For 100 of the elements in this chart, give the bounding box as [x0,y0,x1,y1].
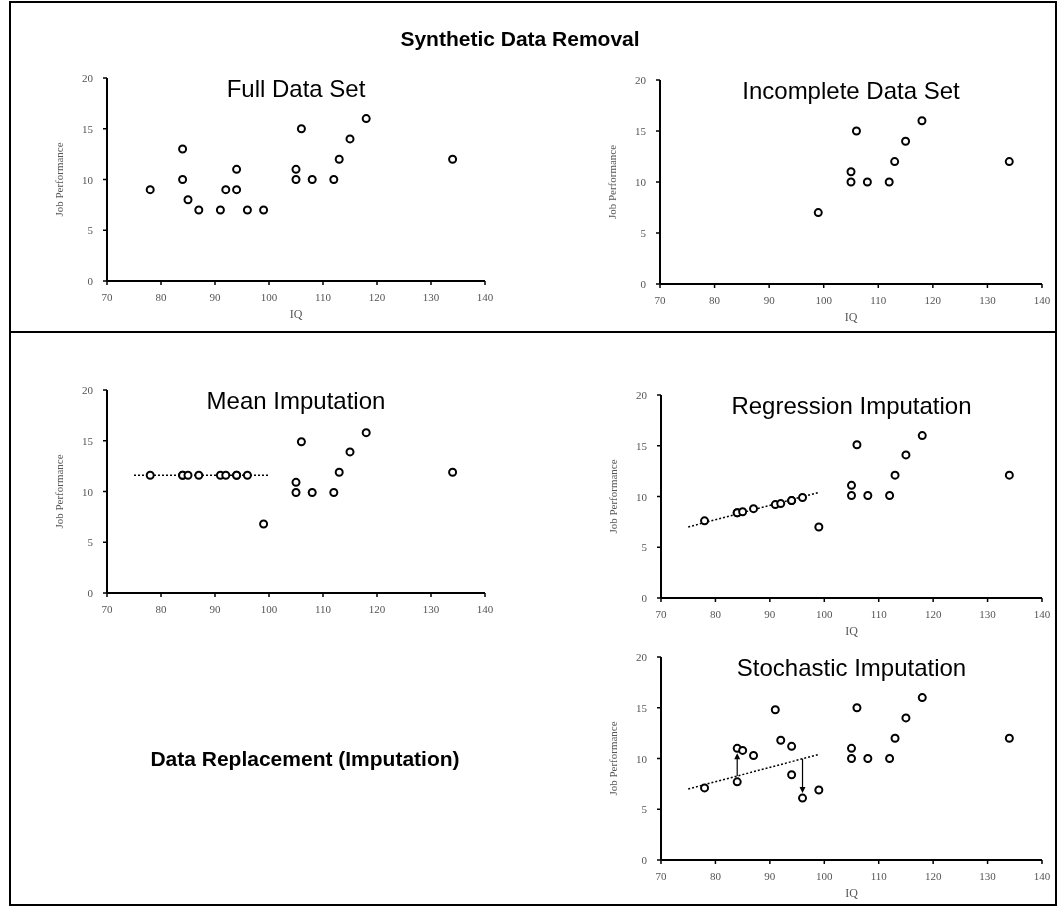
x-tick-label: 90 [764,870,776,882]
point [345,447,355,457]
y-axis-title: Job Performance [606,144,618,220]
x-axis-title: IQ [845,624,859,638]
point [329,488,339,498]
chart-title: Mean Imputation [206,387,386,414]
y-tick-label: 0 [640,278,647,290]
y-tick-label: 0 [641,854,648,866]
point [732,777,742,787]
point [178,144,188,154]
point [890,733,900,743]
point [862,177,872,187]
x-tick-label: 80 [709,870,722,882]
x-tick-label: 130 [422,603,440,615]
point [847,754,856,763]
point [852,440,862,450]
point [749,750,759,760]
point [145,470,155,480]
point [329,175,339,184]
point [242,205,252,215]
x-tick-label: 110 [870,294,887,306]
point [749,504,759,514]
point [901,450,911,460]
x-tick-label: 110 [314,603,332,615]
point [361,428,371,438]
point [770,705,780,715]
point [798,493,808,503]
point [296,124,306,134]
text: Synthetic Data Removal [400,27,640,50]
point [885,754,895,763]
x-tick-label: 70 [655,870,667,882]
x-tick-label: 110 [870,608,888,620]
y-tick-label: 20 [82,72,94,84]
point [178,175,188,184]
point [1004,733,1014,743]
y-tick-label: 20 [636,389,648,401]
point [700,783,710,793]
x-tick-label: 100 [816,608,834,620]
x-axis-title: IQ [289,307,303,321]
point [291,488,301,498]
x-tick-label: 120 [924,608,942,620]
x-tick-label: 80 [709,294,721,306]
point [307,488,317,498]
x-tick-label: 90 [209,603,221,615]
point [863,754,873,763]
point [183,470,193,480]
y-axis-title: Job Performance [53,142,65,217]
x-tick-label: 100 [815,294,833,306]
y-tick-label: 5 [87,536,94,549]
point [787,741,797,751]
point [221,470,231,480]
chart-title: Regression Imputation [731,392,972,419]
point [846,177,856,187]
x-tick-label: 140 [1033,294,1051,306]
point [307,175,317,184]
point [846,167,856,177]
point [852,703,862,713]
point [890,157,900,167]
point [847,480,856,490]
point [296,437,306,447]
x-axis-title: IQ [844,310,858,324]
point [232,185,242,195]
chart-title: Full Data Set [226,75,366,102]
point [334,154,344,164]
point [884,177,894,187]
point [291,164,301,174]
x-tick-label: 100 [260,291,278,303]
y-tick-label: 10 [635,176,647,188]
y-tick-label: 5 [87,224,94,237]
point [847,490,856,500]
point [814,522,824,532]
point [221,185,231,195]
point [901,136,911,146]
point [291,175,301,184]
x-tick-label: 140 [1033,870,1051,882]
x-tick-label: 100 [816,870,834,882]
y-tick-label: 10 [82,485,94,498]
point [917,431,927,441]
point [890,470,900,480]
y-axis-title: Job Performance [607,459,619,534]
point [215,205,225,215]
point [885,490,895,500]
point [798,793,808,803]
point [901,713,911,723]
y-tick-label: 20 [636,651,648,663]
x-tick-label: 70 [101,291,113,303]
y-tick-label: 0 [87,587,94,599]
x-tick-label: 120 [368,603,386,615]
point [700,516,710,526]
x-tick-label: 80 [709,608,722,620]
point [194,205,204,215]
x-tick-label: 80 [155,603,167,615]
point [361,114,371,124]
x-tick-label: 140 [476,603,494,615]
y-axis-title: Job Performance [607,721,619,796]
x-tick-label: 90 [763,294,776,306]
point [232,164,242,174]
point [145,185,155,195]
point [863,490,873,500]
y-tick-label: 5 [640,227,647,239]
